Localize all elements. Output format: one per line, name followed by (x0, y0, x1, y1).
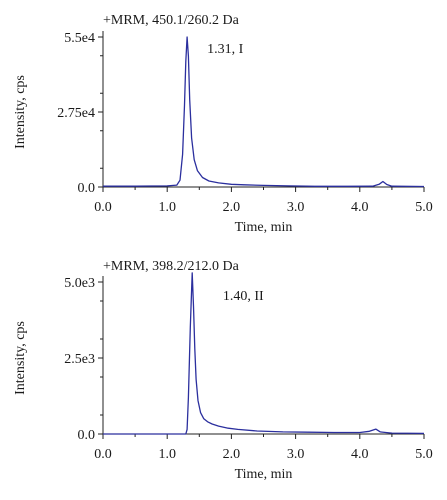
y-tick-label: 2.5e3 (64, 352, 95, 367)
chart-panel-1: +MRM, 450.1/260.2 Da 0.0 1.0 2.0 3.0 4.0 5.0 0.… (13, 13, 433, 235)
y-tick-label: 2.75e4 (57, 106, 95, 121)
x-tick-label: 4.0 (351, 200, 369, 215)
chart-title: +MRM, 450.1/260.2 Da (103, 13, 240, 28)
x-tick-label: 0.0 (94, 447, 112, 462)
x-axis-label: Time, min (235, 467, 293, 482)
x-tick-label: 1.0 (158, 447, 176, 462)
x-tick-label: 5.0 (415, 447, 433, 462)
x-tick-label: 5.0 (415, 200, 433, 215)
chromatogram-trace (103, 272, 425, 435)
y-tick-label: 0.0 (78, 181, 96, 196)
x-tick-label: 3.0 (287, 447, 305, 462)
y-axis-label: Intensity, cps (13, 75, 28, 149)
x-axis-label: Time, min (235, 220, 293, 235)
x-tick-label: 4.0 (351, 447, 369, 462)
chromatogram-trace (103, 36, 425, 188)
y-axis-label: Intensity, cps (13, 321, 28, 395)
chart-title: +MRM, 398.2/212.0 Da (103, 259, 240, 274)
chart-panel-2: +MRM, 398.2/212.0 Da 0.0 1.0 2.0 3.0 4.0 5.0 0.… (13, 259, 433, 482)
x-tick-label: 1.0 (158, 200, 176, 215)
y-tick-label: 5.5e4 (64, 31, 95, 46)
y-tick-label: 0.0 (78, 428, 96, 443)
x-tick-label: 2.0 (223, 200, 241, 215)
x-tick-label: 0.0 (94, 200, 112, 215)
x-tick-label: 3.0 (287, 200, 305, 215)
y-tick-label: 5.0e3 (64, 276, 95, 291)
x-tick-label: 2.0 (223, 447, 241, 462)
peak-annotation: 1.31, I (207, 42, 244, 57)
peak-annotation: 1.40, II (223, 289, 264, 304)
